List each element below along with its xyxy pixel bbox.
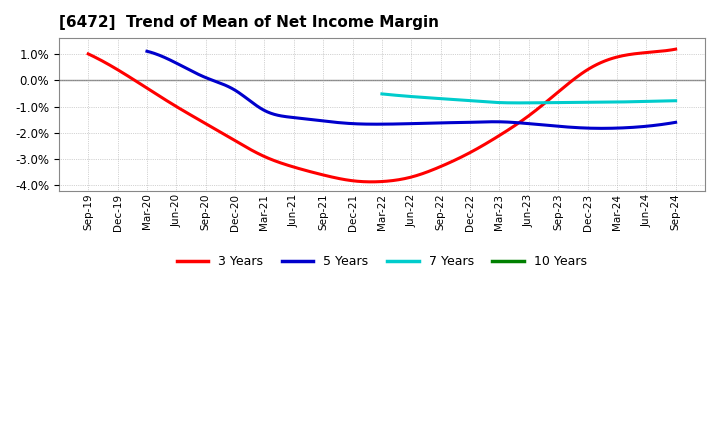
Legend: 3 Years, 5 Years, 7 Years, 10 Years: 3 Years, 5 Years, 7 Years, 10 Years bbox=[172, 250, 592, 273]
7 Years bbox=[645, 99, 654, 104]
7 Years bbox=[514, 100, 523, 106]
Line: 7 Years: 7 Years bbox=[382, 94, 675, 103]
5 Years bbox=[143, 49, 151, 54]
7 Years bbox=[558, 100, 567, 105]
7 Years bbox=[554, 100, 562, 105]
7 Years bbox=[379, 92, 387, 97]
3 Years bbox=[671, 47, 680, 52]
5 Years bbox=[456, 120, 464, 125]
3 Years bbox=[433, 165, 442, 170]
Text: [6472]  Trend of Mean of Net Income Margin: [6472] Trend of Mean of Net Income Margi… bbox=[59, 15, 439, 30]
Line: 5 Years: 5 Years bbox=[147, 51, 675, 128]
3 Years bbox=[581, 69, 590, 74]
5 Years bbox=[145, 49, 153, 55]
Line: 3 Years: 3 Years bbox=[89, 49, 675, 182]
7 Years bbox=[377, 91, 386, 96]
7 Years bbox=[552, 100, 561, 105]
3 Years bbox=[84, 51, 93, 57]
3 Years bbox=[618, 53, 627, 59]
5 Years bbox=[457, 120, 466, 125]
5 Years bbox=[588, 125, 597, 131]
3 Years bbox=[436, 164, 444, 169]
3 Years bbox=[366, 179, 375, 184]
5 Years bbox=[597, 126, 606, 131]
5 Years bbox=[467, 120, 475, 125]
3 Years bbox=[446, 160, 454, 165]
7 Years bbox=[626, 99, 635, 104]
3 Years bbox=[86, 52, 94, 58]
7 Years bbox=[671, 98, 680, 103]
5 Years bbox=[624, 125, 632, 130]
5 Years bbox=[671, 120, 680, 125]
